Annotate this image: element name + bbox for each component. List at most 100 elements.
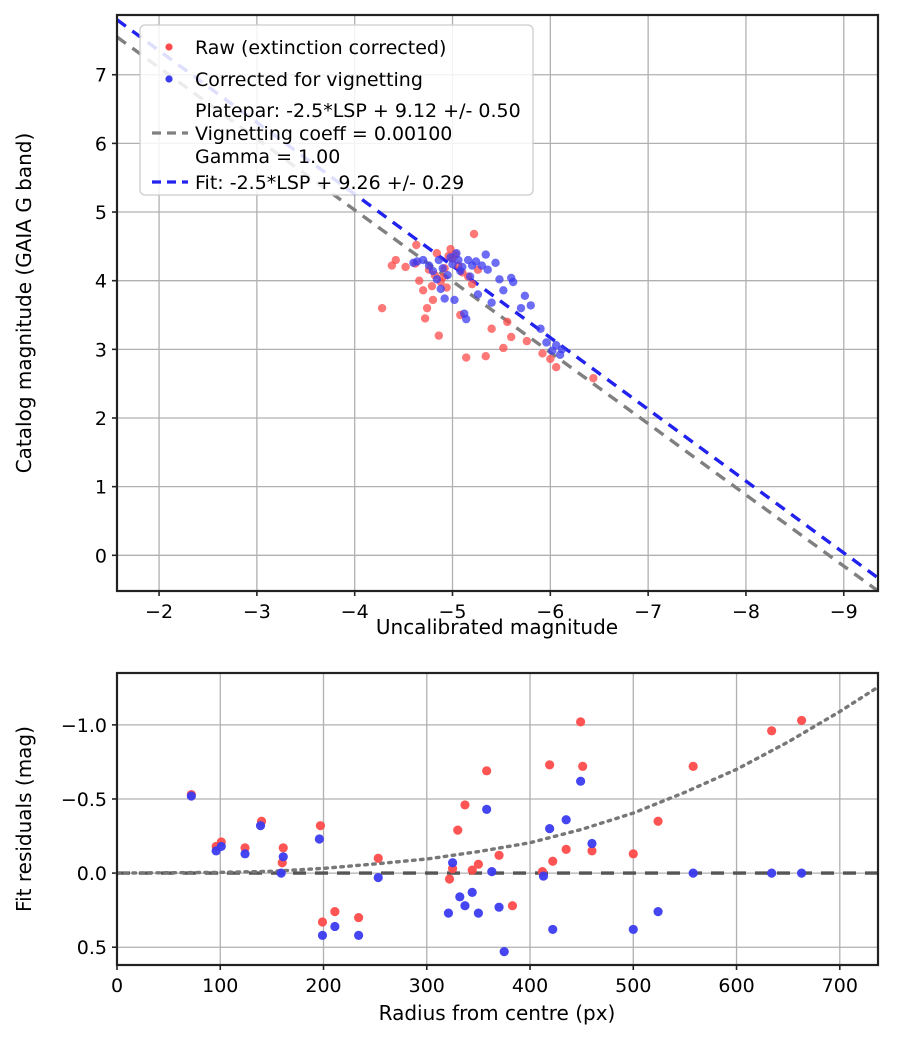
top-y-tick-labels: 0 1 2 3 4 5 6 7: [95, 65, 107, 568]
scatter-point: [446, 253, 455, 262]
scatter-point: [520, 291, 530, 300]
scatter-point: [576, 776, 586, 786]
x-tick-label: 0: [111, 975, 123, 997]
y-tick-label: 0.5: [77, 937, 107, 959]
top-scatter-points: [377, 229, 598, 383]
x-tick-label: 400: [512, 975, 548, 997]
scatter-point: [545, 824, 555, 834]
scatter-point: [482, 804, 492, 814]
scatter-point: [315, 821, 326, 831]
scatter-point: [455, 892, 465, 902]
scatter-point: [447, 858, 458, 868]
y-tick-label: −1.0: [61, 715, 107, 737]
scatter-point: [240, 849, 250, 859]
x-tick-label: −7: [634, 601, 662, 623]
scatter-point: [418, 286, 428, 295]
scatter-point: [536, 324, 545, 333]
scatter-point: [481, 250, 490, 259]
scatter-point: [434, 331, 444, 340]
scatter-point: [473, 290, 483, 299]
y-tick-label: −0.5: [61, 789, 107, 811]
scatter-point: [587, 838, 597, 849]
axes-photometric-calibration: −2 −3 −4 −5 −6 −7 −8 −9 0 1 2 3 4 5 6 7 Uncalibrated m…: [12, 13, 880, 639]
scatter-point: [440, 294, 449, 303]
y-tick-label: 1: [95, 477, 107, 499]
scatter-point: [420, 314, 430, 323]
scatter-point: [255, 821, 266, 831]
x-tick-label: −4: [341, 601, 369, 623]
scatter-point: [499, 343, 508, 353]
x-tick-label: 300: [409, 975, 445, 997]
scatter-point: [548, 924, 558, 935]
scatter-point: [499, 286, 508, 295]
scatter-point: [469, 229, 479, 239]
scatter-point: [412, 240, 421, 250]
scatter-point: [330, 907, 340, 917]
top-x-tick-labels: −2 −3 −4 −5 −6 −7 −8 −9: [145, 601, 858, 623]
x-tick-label: −6: [536, 601, 564, 623]
bottom-x-axis-label: Radius from centre (px): [379, 1001, 616, 1025]
scatter-point: [767, 726, 777, 736]
line-vignetting-curve: [115, 685, 880, 875]
scatter-point: [538, 349, 547, 358]
scatter-point: [465, 272, 475, 281]
scatter-point: [473, 908, 483, 918]
scatter-point: [443, 271, 452, 280]
scatter-point: [462, 353, 471, 362]
scatter-point: [495, 275, 504, 284]
bottom-axes-frame: [115, 671, 880, 967]
scatter-point: [542, 338, 551, 347]
y-tick-label: 0: [95, 545, 107, 567]
scatter-point: [491, 258, 500, 268]
scatter-point: [473, 859, 483, 869]
legend-label-corrected: Corrected for vignetting: [195, 69, 423, 91]
scatter-point: [653, 907, 663, 917]
x-tick-label: −9: [830, 601, 858, 623]
scatter-point: [317, 930, 328, 940]
x-tick-label: 200: [305, 975, 341, 997]
scatter-point: [454, 255, 463, 265]
scatter-point: [557, 345, 567, 354]
scatter-point: [483, 265, 492, 274]
x-tick-label: −2: [145, 601, 173, 623]
scatter-point: [561, 844, 571, 854]
y-tick-label: 5: [95, 202, 107, 224]
scatter-point: [487, 298, 496, 307]
scatter-point: [487, 867, 497, 877]
scatter-point: [428, 295, 438, 305]
scatter-point: [576, 717, 586, 727]
scatter-point: [482, 766, 492, 776]
y-tick-label: 4: [95, 271, 107, 293]
scatter-point: [796, 715, 807, 726]
y-tick-label: 2: [95, 408, 107, 430]
axes-fit-residuals: 0 100 200 300 400 500 600 700 0.5 0.0 −0.5 −1.0 Ra…: [12, 671, 880, 1025]
top-axes-frame: [115, 13, 880, 593]
scatter-point: [546, 354, 555, 364]
top-y-axis-label: Catalog magnitude (GAIA G band): [12, 133, 36, 474]
scatter-point: [508, 277, 518, 287]
x-tick-label: −8: [732, 601, 760, 623]
scatter-point: [458, 262, 467, 272]
x-tick-label: 500: [615, 975, 651, 997]
y-tick-label: 0.0: [77, 863, 107, 885]
scatter-point: [545, 760, 555, 770]
bottom-x-tick-labels: 0 100 200 300 400 500 600 700: [111, 975, 858, 997]
scatter-point: [587, 846, 597, 856]
scatter-point: [688, 868, 698, 878]
scatter-point: [422, 303, 432, 313]
scatter-point: [446, 244, 455, 254]
scatter-point: [487, 324, 496, 333]
scatter-point: [216, 841, 226, 852]
scatter-point: [434, 255, 444, 265]
y-tick-label: 6: [95, 133, 107, 155]
x-tick-label: −3: [243, 601, 271, 623]
scatter-point: [354, 930, 364, 940]
legend-label-fit: Fit: -2.5*LSP + 9.26 +/- 0.29: [195, 172, 464, 194]
scatter-point: [427, 281, 437, 291]
scatter-point: [444, 874, 455, 884]
scatter-point: [443, 908, 454, 918]
scatter-point: [432, 249, 442, 258]
scatter-point: [551, 362, 561, 372]
